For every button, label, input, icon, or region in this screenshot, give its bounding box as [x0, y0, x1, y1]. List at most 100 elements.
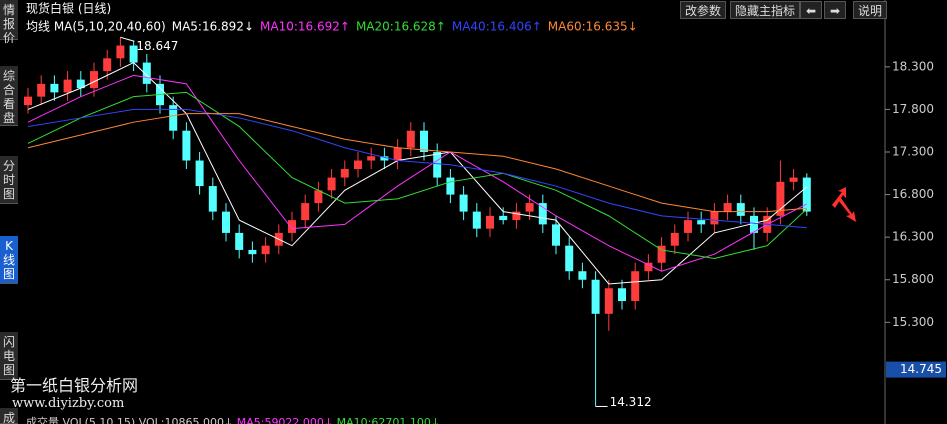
candle-body [776, 181, 785, 216]
candle-body [380, 156, 389, 161]
candle-body [433, 152, 442, 178]
candle-body [116, 45, 125, 59]
toolbar-button[interactable]: 改参数 [680, 1, 727, 19]
candle-body [565, 245, 574, 272]
price-marker-label: 14.745 [900, 362, 942, 376]
sidebar-tab[interactable]: K线图 [0, 236, 18, 284]
candle-body [684, 220, 692, 233]
prev-button[interactable]: ⬅ [800, 1, 822, 19]
sidebar-tab[interactable]: 情报价 [0, 0, 18, 45]
candle-body [499, 215, 508, 221]
toolbar-button[interactable]: 隐藏主指标 [730, 1, 801, 19]
y-tick-label: 15.800 [892, 272, 934, 286]
legend-entry: MA60:16.635↓ [548, 20, 638, 34]
y-tick-label: 17.300 [892, 145, 934, 159]
high-label: 18.647 [136, 39, 178, 53]
candle-body [248, 249, 257, 255]
candle-body [169, 105, 178, 131]
candle-body [486, 215, 494, 229]
candle-body [340, 169, 349, 178]
candle-body [63, 79, 72, 93]
ma-line [27, 74, 808, 272]
candle-body [301, 203, 310, 221]
candle-body [657, 245, 666, 263]
legend-entry: MA20:16.628↑ [356, 20, 446, 34]
indicator-label: 均线 MA(5,10,20,40,60) [26, 20, 166, 34]
candle-body [604, 288, 613, 314]
candle-body [367, 156, 376, 161]
candle-body [802, 177, 811, 212]
down-arrow [838, 198, 856, 222]
y-tick-label: 16.800 [892, 187, 934, 201]
volume-ma: MA5:59022.000↓ [236, 416, 334, 424]
candle-body [24, 96, 32, 106]
candle-body [618, 288, 626, 302]
candle-body [222, 211, 230, 233]
candle-body [591, 279, 600, 314]
candle-body [644, 262, 653, 272]
legend-entry: MA5:16.892↓ [172, 20, 254, 34]
sidebar-tab[interactable]: 闪电图 [0, 332, 18, 380]
candle-body [103, 58, 112, 72]
y-tick-label: 16.300 [892, 230, 934, 244]
candle-body [472, 211, 481, 229]
candle-body [723, 203, 732, 212]
candle-body [697, 220, 706, 225]
candle-body [50, 83, 59, 93]
price-marker [886, 361, 946, 378]
candle-body [90, 71, 98, 89]
sidebar-tab[interactable]: 综合看盘 [0, 66, 18, 126]
candle-body [420, 130, 428, 152]
candle-body [512, 211, 521, 221]
candle-body [76, 79, 85, 89]
candle-body [142, 62, 151, 84]
candle-body [195, 160, 204, 187]
candle-body [710, 211, 719, 225]
volume-ma: MA10:62701.100↓ [336, 416, 441, 424]
candle-body [288, 220, 296, 233]
toolbar-button[interactable]: 说明 [853, 1, 888, 19]
candle-body [538, 203, 547, 225]
candle-body [235, 232, 244, 250]
high-pointer [120, 36, 135, 42]
ma-line [27, 108, 807, 229]
candle-body [446, 177, 455, 195]
candle-body [736, 203, 745, 216]
ma-line [27, 91, 808, 259]
candle-body [631, 271, 640, 302]
low-label: 14.312 [610, 395, 652, 409]
candle-body [406, 130, 415, 148]
candle-body [37, 83, 46, 97]
volume-value: VOL:10865.000↓ [138, 416, 234, 424]
candle-body [354, 160, 362, 170]
volume-header: 成交量 VOL(5,10,15) VOL:10865.000↓ MA5:5902… [26, 414, 440, 424]
candle-body [393, 147, 402, 161]
sidebar-tab[interactable]: 分时图 [0, 156, 18, 204]
legend-entry: MA40:16.406↑ [452, 20, 542, 34]
candle-body [578, 271, 587, 280]
candle-body [525, 203, 534, 212]
ma-line [27, 61, 808, 285]
candle-body [314, 190, 323, 204]
y-tick-label: 17.800 [892, 102, 934, 116]
candle-body [459, 194, 468, 212]
candle-body [750, 215, 758, 233]
sidebar-tab[interactable]: 成 [0, 408, 18, 424]
watermark-url: www.diyizby.com [12, 396, 125, 411]
next-button[interactable]: ➡ [824, 1, 846, 19]
candle-body [208, 186, 217, 212]
chart-title: 现货白银 (日线) [26, 1, 111, 16]
watermark-name: 第一纸白银分析网 [10, 376, 139, 395]
candle-body [261, 245, 270, 255]
volume-title: 成交量 VOL(5,10,15) [26, 416, 136, 424]
ma-line [27, 113, 807, 213]
candle-body [789, 177, 798, 182]
candle-body [129, 45, 138, 63]
y-tick-label: 15.300 [892, 315, 934, 329]
up-arrow [832, 187, 846, 208]
legend-entry: MA10:16.692↑ [260, 20, 350, 34]
candle-body [182, 130, 191, 161]
candle-body [552, 224, 560, 246]
